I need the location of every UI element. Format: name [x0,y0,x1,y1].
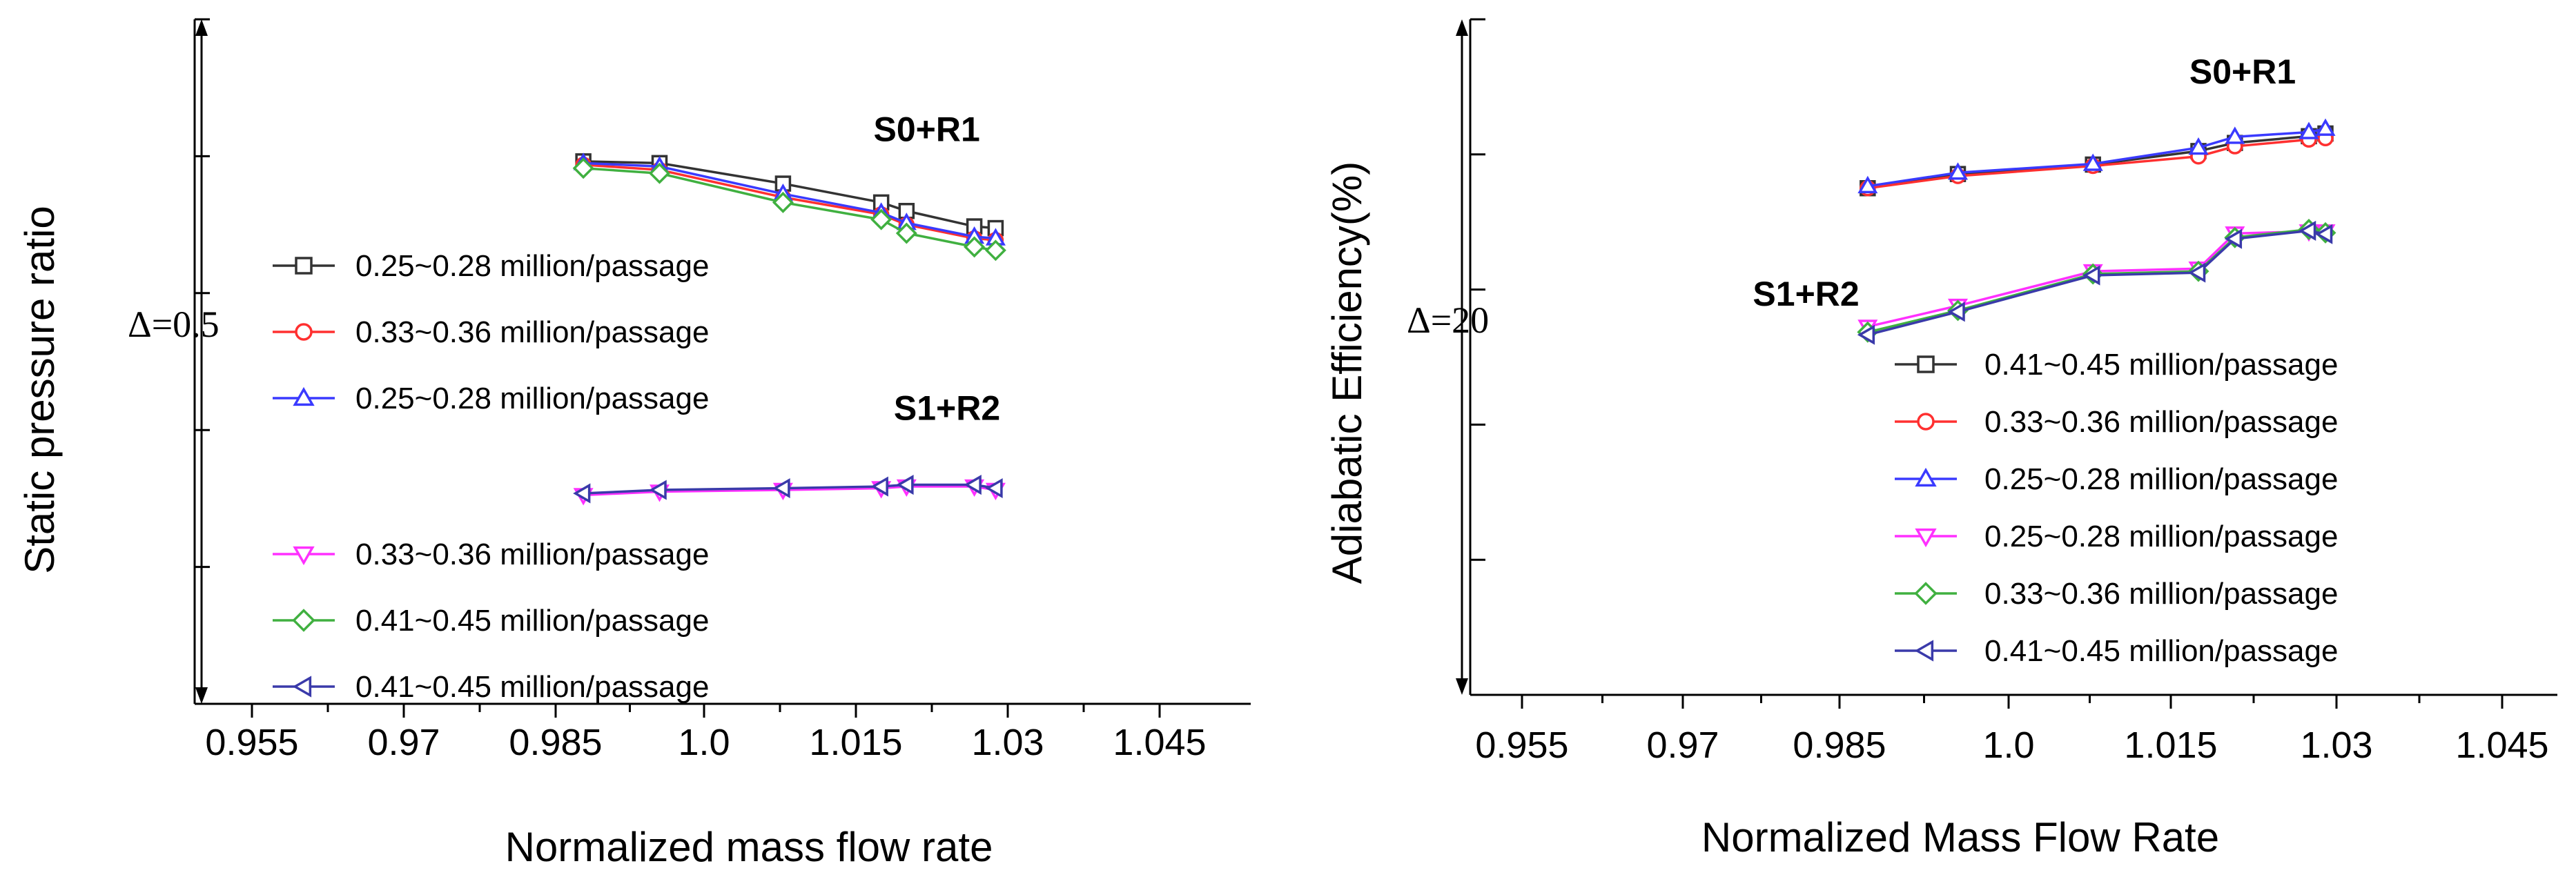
x-tick-label: 1.015 [809,722,902,763]
data-point-5 [2224,228,2243,249]
legend-marker [1917,413,1935,431]
data-point-4 [772,191,794,213]
legend-entry-label: 0.41~0.45 million/passage [1984,348,2338,382]
data-point-4 [649,162,670,184]
x-tick-label: 1.03 [2300,725,2372,766]
data-point-5 [896,475,914,495]
data-point-4 [984,239,1006,262]
data-point-5 [985,478,1003,499]
delta-arrow-top [1456,19,1468,36]
data-point-4 [895,222,917,244]
legend-entry-label: 0.25~0.28 million/passage [355,382,709,415]
data-point-5 [2082,265,2100,286]
legend-marker [1917,355,1935,373]
data-point-5 [870,476,888,497]
legend-entry-label: 0.33~0.36 million/passage [1984,405,2338,439]
data-point-5 [964,475,982,495]
legend-marker [1914,582,1938,605]
delta-arrow-top [195,19,208,36]
legend-marker [1915,467,1937,487]
pressure-ratio-y-axis-label: Static pressure ratio [17,206,63,574]
legend-marker [292,676,312,698]
x-tick-label: 1.045 [2455,725,2548,766]
pressure-ratio-delta-label: Δ=0.5 [128,304,219,345]
pressure-ratio-chart: Static pressure ratio Normalized mass fl… [17,18,1251,870]
data-point-5 [772,478,790,499]
pressure-ratio-legend: 0.25~0.28 million/passage 0.33~0.36 milli… [273,249,709,704]
legend-entry-label: 0.25~0.28 million/passage [1984,520,2338,553]
data-point-2 [2188,137,2209,155]
data-point-5 [2298,220,2316,241]
group-label-0: S0+R1 [874,110,980,149]
data-point-5 [573,483,591,504]
data-point-5 [2187,262,2206,283]
x-tick-label: 0.97 [1646,725,1719,766]
x-tick-label: 0.97 [367,722,440,763]
group-label-0: S0+R1 [2189,52,2296,91]
legend-marker [1915,528,1937,548]
data-point-2 [1947,162,1969,180]
legend-entry-label: 0.41~0.45 million/passage [355,604,709,638]
legend-entry-label: 0.41~0.45 million/passage [355,670,709,704]
efficiency-x-axis-label: Normalized Mass Flow Rate [1701,814,2219,860]
data-point-2 [2082,153,2103,171]
legend-entry-label: 0.33~0.36 million/passage [355,538,709,571]
legend-entry-label: 0.41~0.45 million/passage [1984,634,2338,668]
data-point-5 [2314,224,2333,244]
pressure-ratio-axes: 0.955 0.97 0.985 1.0 1.015 1.03 1.045 [193,18,1251,763]
data-point-2 [2225,126,2245,144]
efficiency-legend: 0.41~0.45 million/passage 0.33~0.36 milli… [1895,348,2338,668]
legend-entry-label: 0.25~0.28 million/passage [1984,462,2338,496]
x-tick-label: 0.985 [509,722,602,763]
data-point-4 [870,208,892,230]
data-point-5 [1947,302,1965,322]
legend-entry-label: 0.25~0.28 million/passage [355,249,709,283]
legend-entry-label: 0.33~0.36 million/passage [1984,577,2338,611]
efficiency-delta-label: Δ=20 [1407,299,1489,341]
x-tick-label: 1.03 [971,722,1044,763]
pressure-ratio-plot-area: S0+R1 S1+R2 [572,110,1006,506]
legend-marker [295,257,313,275]
x-tick-label: 0.955 [1475,725,1568,766]
x-tick-label: 1.0 [678,722,730,763]
delta-arrow-bottom [195,687,208,704]
data-point-2 [1857,175,1878,194]
x-tick-label: 1.015 [2124,725,2217,766]
data-point-5 [1857,324,1875,345]
legend-entry-label: 0.33~0.36 million/passage [355,315,709,349]
x-tick-label: 1.045 [1113,722,1206,763]
adiabatic-efficiency-chart: Adiabatic Efficiency(%) Normalized Mass … [1324,18,2557,860]
data-point-4 [572,157,594,179]
group-label-1: S1+R2 [1753,275,1859,313]
x-tick-label: 1.0 [1982,725,2034,766]
group-label-1: S1+R2 [894,388,1000,427]
data-point-2 [2299,121,2319,139]
efficiency-y-axis-label: Adiabatic Efficiency(%) [1324,161,1370,584]
legend-marker [293,546,315,566]
legend-marker [1914,640,1934,662]
delta-arrow-bottom [1456,678,1468,695]
legend-marker [292,609,315,632]
legend-marker [295,323,313,341]
data-point-5 [649,480,667,500]
efficiency-plot-area: S0+R1 S1+R2 [1753,52,2336,345]
x-tick-label: 0.955 [205,722,298,763]
data-point-4 [964,236,986,258]
data-point-2 [2315,118,2336,136]
efficiency-axes: 0.955 0.97 0.985 1.0 1.015 1.03 1.045 [1456,18,2557,766]
pressure-ratio-x-axis-label: Normalized mass flow rate [505,824,993,870]
legend-marker [293,386,315,406]
x-tick-label: 0.985 [1793,725,1886,766]
